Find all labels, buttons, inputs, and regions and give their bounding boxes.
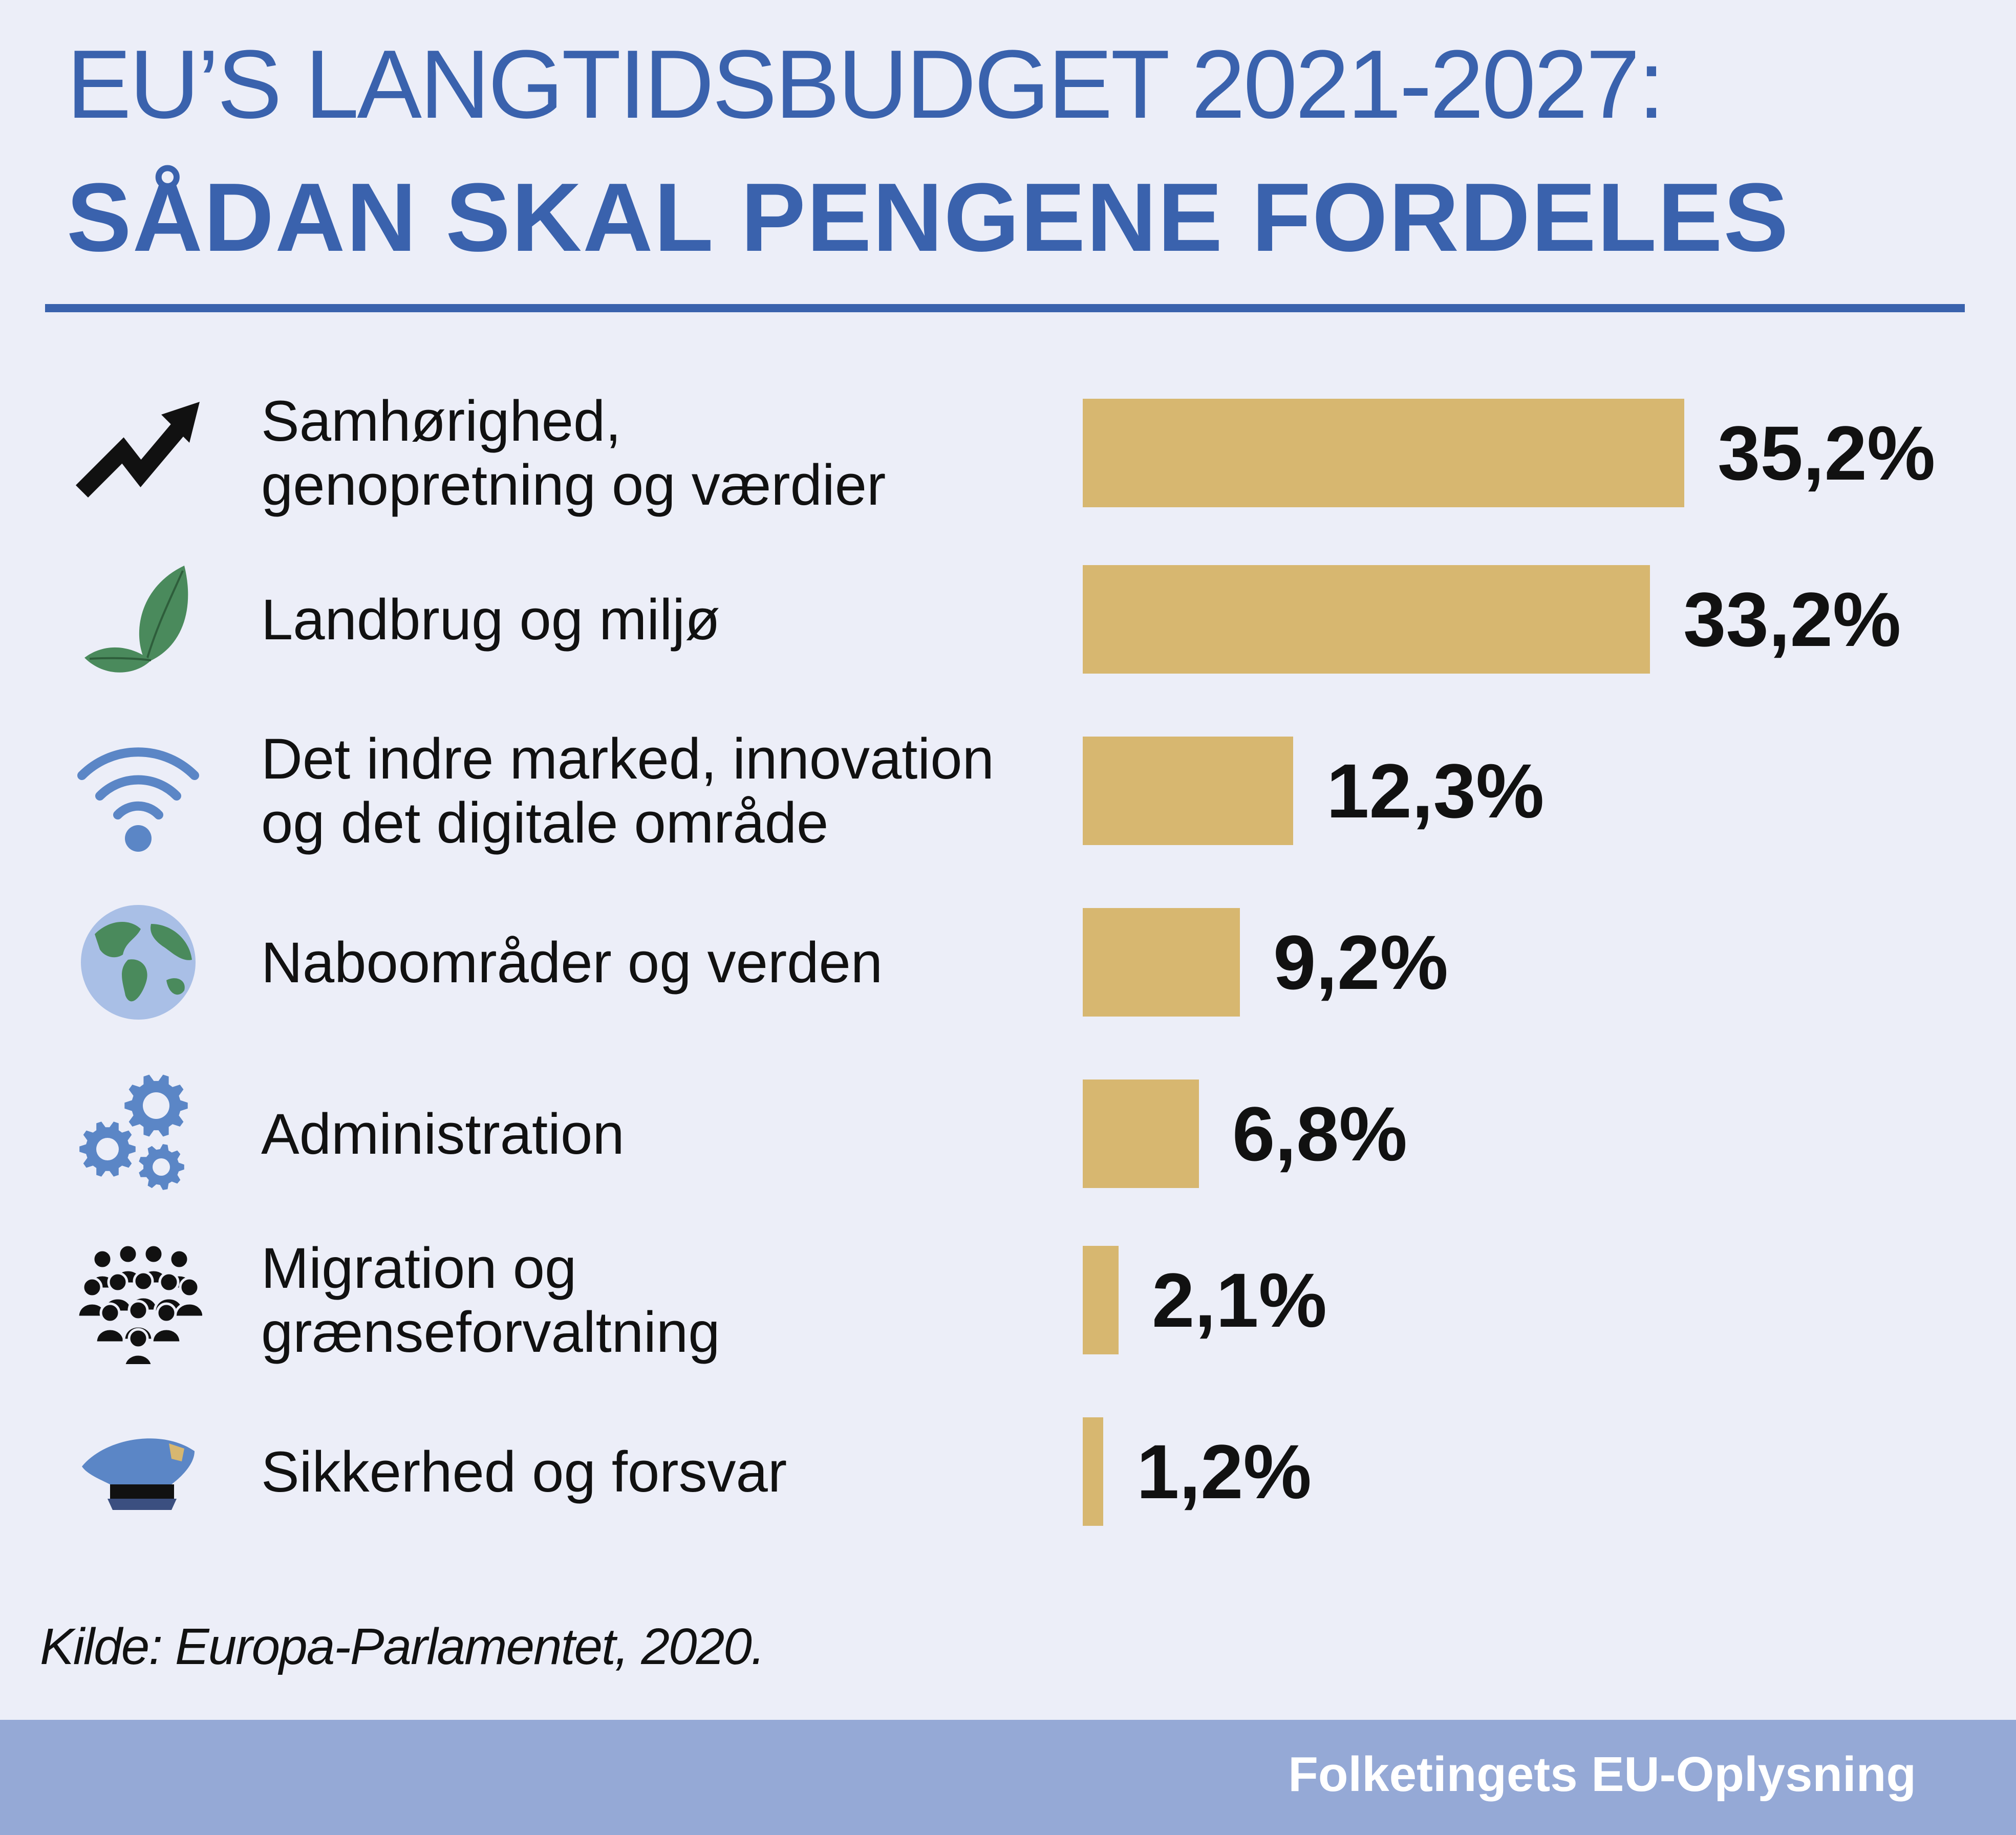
category-label: Det indre marked, innovation og det digit…	[261, 727, 1080, 855]
category-label-line: Sikkerhed og forsvar	[261, 1439, 787, 1504]
value-label: 33,2%	[1683, 576, 1901, 662]
category-label-line: Administration	[261, 1102, 625, 1166]
value-label: 35,2%	[1718, 410, 1936, 496]
value-label: 2,1%	[1152, 1257, 1327, 1343]
page-title-line2: SÅDAN SKAL PENGENE FORDELES	[67, 163, 1790, 272]
bar	[1083, 737, 1293, 845]
category-label: Naboområder og verden	[261, 898, 1080, 1026]
value-label: 6,8%	[1232, 1091, 1407, 1177]
bar	[1083, 1246, 1119, 1354]
bar	[1083, 565, 1650, 674]
bar	[1083, 1080, 1199, 1188]
footer-band: Folketingets EU-Oplysning	[0, 1720, 2016, 1835]
category-label: Administration	[261, 1070, 1080, 1198]
trend-arrow-icon	[74, 389, 202, 517]
category-label: Migration og grænseforvaltning	[261, 1236, 1080, 1364]
bar	[1083, 399, 1684, 507]
bar	[1083, 1417, 1103, 1526]
category-label-line: Landbrug og miljø	[261, 587, 720, 652]
police-cap-icon	[74, 1408, 202, 1536]
category-label-line: Naboområder og verden	[261, 930, 883, 995]
category-label-line: Det indre marked, innovation	[261, 727, 994, 791]
value-label: 1,2%	[1136, 1429, 1312, 1515]
category-label-line: genopretning og værdier	[261, 453, 886, 517]
footer-brand: Folketingets EU-Oplysning	[1288, 1747, 1916, 1802]
title-divider	[45, 304, 1965, 312]
globe-icon	[74, 898, 202, 1026]
category-label: Sikkerhed og forsvar	[261, 1408, 1080, 1536]
value-label: 12,3%	[1326, 748, 1545, 834]
wifi-icon	[74, 727, 202, 855]
source-note: Kilde: Europa-Parlamentet, 2020.	[40, 1618, 765, 1675]
category-label-line: og det digitale område	[261, 791, 829, 855]
category-label-line: Migration og	[261, 1236, 577, 1300]
value-label: 9,2%	[1273, 919, 1448, 1005]
gears-icon	[74, 1070, 202, 1198]
category-label: Landbrug og miljø	[261, 555, 1080, 683]
page-title-line1: EU’S LANGTIDSBUDGET 2021-2027:	[67, 30, 1665, 139]
bar	[1083, 908, 1240, 1017]
people-crowd-icon	[74, 1236, 205, 1370]
leaves-icon	[74, 555, 202, 683]
category-label-line: grænseforvaltning	[261, 1300, 720, 1364]
category-label: Samhørighed, genopretning og værdier	[261, 389, 1080, 517]
category-label-line: Samhørighed,	[261, 389, 621, 453]
